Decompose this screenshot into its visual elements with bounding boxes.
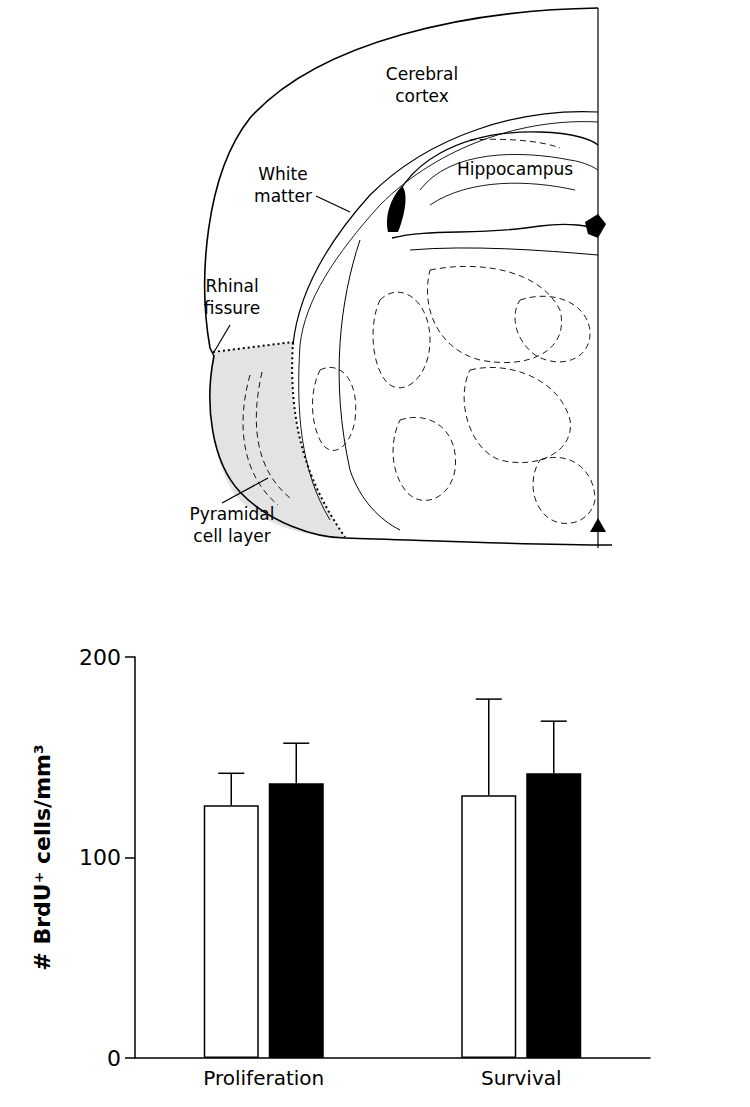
svg-text:Rhinalfissure: Rhinalfissure <box>204 276 260 318</box>
svg-text:Cerebralcortex: Cerebralcortex <box>386 64 458 106</box>
svg-text:Whitematter: Whitematter <box>254 164 312 206</box>
svg-text:Survival: Survival <box>481 1066 562 1090</box>
svg-text:# BrdU⁺ cells/mm³: # BrdU⁺ cells/mm³ <box>30 744 55 970</box>
svg-text:Hippocampus: Hippocampus <box>457 159 573 179</box>
svg-text:0: 0 <box>107 1046 121 1071</box>
svg-text:Pyramidalcell layer: Pyramidalcell layer <box>190 504 275 546</box>
svg-text:100: 100 <box>79 845 121 870</box>
svg-text:Proliferation: Proliferation <box>203 1066 324 1090</box>
svg-text:200: 200 <box>79 645 121 670</box>
